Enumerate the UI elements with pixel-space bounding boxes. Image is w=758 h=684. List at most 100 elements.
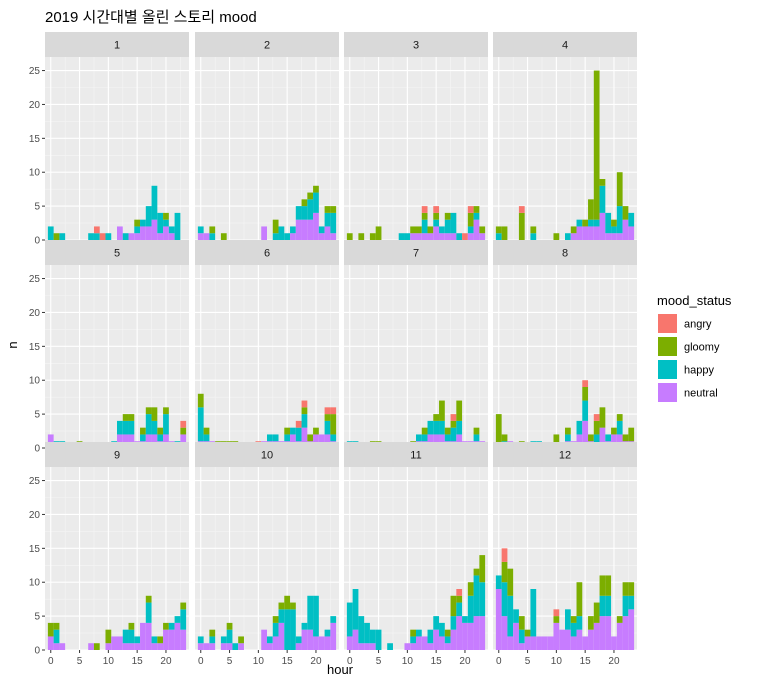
bar-segment-happy <box>140 434 146 442</box>
bar-segment-happy <box>398 233 405 240</box>
bar-segment-happy <box>433 219 440 227</box>
bar-segment-happy <box>450 616 457 630</box>
bar-segment-gloomy <box>301 199 308 207</box>
bar-segment-happy <box>576 420 583 435</box>
bar-segment-happy <box>301 206 308 220</box>
facet-strip-label: 4 <box>562 40 568 52</box>
bar-segment-neutral <box>547 636 554 650</box>
bar-segment-happy <box>145 602 152 623</box>
bar-segment-neutral <box>582 226 589 240</box>
bar-segment-happy <box>611 226 617 234</box>
y-tick-label: 10 <box>29 578 41 589</box>
bar-segment-happy <box>416 629 422 637</box>
bar-segment-neutral <box>410 643 416 650</box>
bar-segment-neutral <box>318 636 325 650</box>
bar-segment-gloomy <box>284 595 291 610</box>
bar-segment-gloomy <box>433 414 440 421</box>
bar-segment-neutral <box>47 636 54 650</box>
bar-segment-gloomy <box>501 226 508 240</box>
bar-segment-neutral <box>616 233 623 240</box>
bar-segment-happy <box>313 192 319 213</box>
bar-segment-neutral <box>163 434 169 448</box>
bar-segment-gloomy <box>272 616 279 623</box>
bar-segment-happy <box>479 582 486 617</box>
x-tick-label: 15 <box>431 656 443 667</box>
bar-segment-gloomy <box>330 206 337 213</box>
bar-segment-neutral <box>439 434 445 448</box>
bar-segment-neutral <box>290 233 296 240</box>
bar-segment-neutral <box>479 616 486 650</box>
bar-segment-neutral <box>290 434 296 448</box>
bar-segment-angry <box>330 407 337 415</box>
bar-segment-happy <box>352 589 359 630</box>
bar-segment-neutral <box>145 226 152 240</box>
bar-segment-neutral <box>524 636 531 650</box>
bar-segment-neutral <box>151 643 158 650</box>
bar-segment-happy <box>197 407 204 442</box>
bar-segment-gloomy <box>272 219 279 234</box>
legend-key-angry <box>658 314 677 333</box>
bar-segment-neutral <box>307 219 314 240</box>
bar-segment-gloomy <box>421 427 428 435</box>
y-tick-label: 5 <box>34 202 40 213</box>
bar-segment-neutral <box>421 233 428 240</box>
bar-segment-gloomy <box>582 387 589 401</box>
bar-segment-happy <box>427 420 434 435</box>
bar-segment-happy <box>174 616 181 623</box>
bar-segment-neutral <box>427 643 434 650</box>
bar-segment-gloomy <box>439 400 445 421</box>
bar-segment-gloomy <box>616 616 623 623</box>
bar-segment-angry <box>553 609 560 617</box>
x-tick-label: 10 <box>253 656 265 667</box>
bar-segment-neutral <box>588 226 594 240</box>
bar-segment-gloomy <box>290 602 296 610</box>
bar-segment-neutral <box>565 629 571 650</box>
facet-strip <box>195 32 339 57</box>
bar-segment-neutral <box>88 643 94 650</box>
bar-segment-neutral <box>180 434 187 448</box>
facet-strip <box>493 442 637 467</box>
bar-segment-gloomy <box>157 427 164 435</box>
bar-segment-gloomy <box>220 233 227 240</box>
legend-label-neutral: neutral <box>684 388 718 400</box>
bar-segment-neutral <box>168 629 175 650</box>
bar-segment-happy <box>495 233 502 240</box>
facet-strip <box>195 442 339 467</box>
panel-background <box>493 265 637 448</box>
bar-segment-happy <box>473 212 480 220</box>
bar-segment-neutral <box>622 219 629 240</box>
bar-segment-angry <box>301 400 308 408</box>
bar-segment-neutral <box>530 636 537 650</box>
bar-segment-happy <box>576 219 583 227</box>
facet-strip-label: 2 <box>264 40 270 52</box>
y-tick-label: 5 <box>34 612 40 623</box>
bar-segment-angry <box>462 233 468 240</box>
bar-segment-neutral <box>553 622 560 650</box>
bar-segment-neutral <box>467 622 474 650</box>
bar-segment-neutral <box>421 636 428 650</box>
legend-item-gloomy: gloomy <box>658 337 720 356</box>
bar-segment-happy <box>433 616 440 630</box>
bar-segment-happy <box>375 629 382 650</box>
bar-segment-neutral <box>433 434 440 448</box>
bar-segment-neutral <box>128 643 135 650</box>
bar-segment-neutral <box>346 636 353 650</box>
bar-segment-angry <box>582 380 589 387</box>
bar-segment-gloomy <box>358 233 365 240</box>
facet-panel-12: 12 0 5 10 15 20 <box>493 442 637 667</box>
bar-segment-happy <box>168 226 175 234</box>
bar-segment-happy <box>226 629 233 644</box>
bar-segment-gloomy <box>180 427 187 435</box>
bar-segment-gloomy <box>518 616 525 630</box>
bar-segment-happy <box>203 434 210 442</box>
bar-segment-neutral <box>410 233 416 240</box>
bar-segment-gloomy <box>450 420 457 428</box>
bar-segment-happy <box>439 420 445 435</box>
bar-segment-neutral <box>226 643 233 650</box>
y-tick-label: 5 <box>34 410 40 421</box>
bar-segment-gloomy <box>47 622 54 637</box>
bar-segment-gloomy <box>450 595 457 617</box>
bar-segment-neutral <box>444 233 451 240</box>
bar-segment-gloomy <box>163 212 169 220</box>
y-tick-label: 25 <box>29 274 41 285</box>
